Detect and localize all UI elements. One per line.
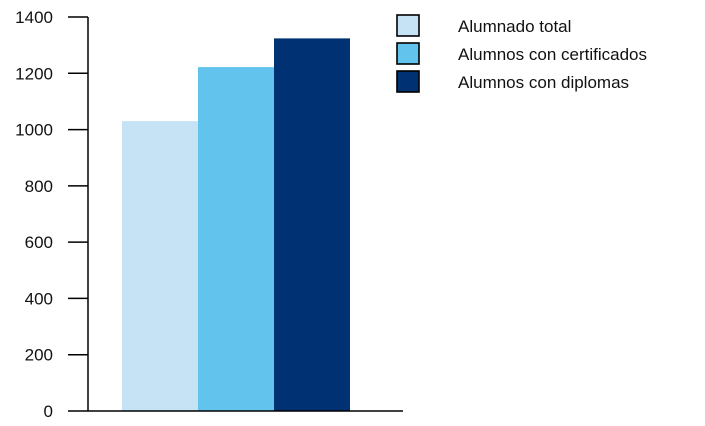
legend: Alumnado total Alumnos con certificados Al…: [396, 14, 647, 93]
bar-series-1: [122, 121, 198, 411]
y-tick-label: 400: [25, 289, 53, 308]
y-tick-label: 1000: [15, 121, 53, 140]
legend-swatch-series-2: [396, 42, 420, 65]
bars-group: [122, 38, 350, 411]
y-tick-label: 200: [25, 346, 53, 365]
legend-swatch-series-3: [396, 70, 420, 93]
legend-label-series-2: Alumnos con certificados: [458, 45, 647, 64]
legend-label-series-3: Alumnos con diplomas: [458, 73, 629, 92]
y-tick-label: 0: [44, 402, 53, 421]
y-tick-label: 800: [25, 177, 53, 196]
legend-swatch-series-1: [396, 14, 420, 37]
y-tick-label: 1400: [15, 8, 53, 27]
y-tick-label: 600: [25, 233, 53, 252]
bar-series-3: [274, 38, 350, 411]
bar-series-2: [198, 67, 274, 411]
axes-group: [87, 17, 403, 412]
y-tick-label: 1200: [15, 64, 53, 83]
legend-label-series-1: Alumnado total: [458, 17, 571, 36]
y-ticks-group: 0 200 400 600 800 1000 1200 1400: [15, 8, 88, 421]
